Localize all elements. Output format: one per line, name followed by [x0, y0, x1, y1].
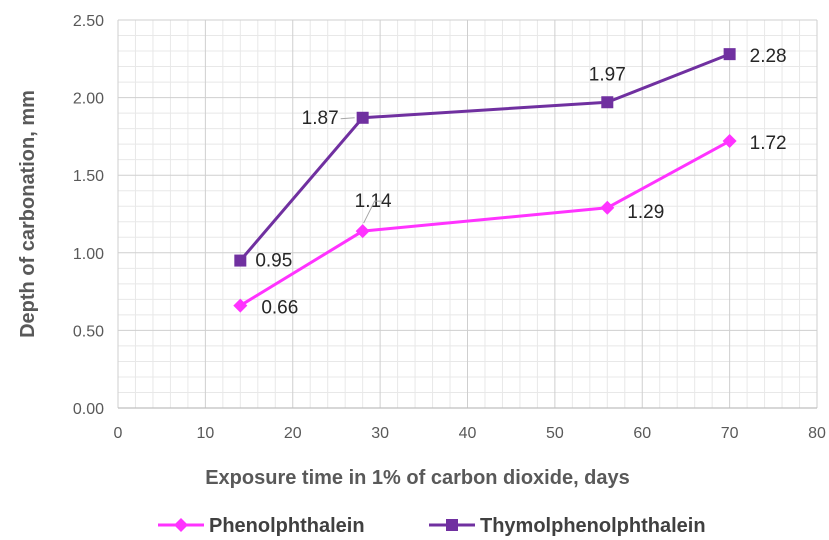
- data-label: 1.14: [355, 191, 392, 212]
- y-tick-label: 1.00: [73, 246, 104, 263]
- data-point: [722, 134, 737, 149]
- data-label: 0.66: [261, 298, 298, 319]
- x-tick-label: 60: [633, 425, 651, 442]
- y-tick-label: 0.50: [73, 323, 104, 340]
- x-tick-label: 40: [459, 425, 477, 442]
- data-label: 1.97: [589, 64, 626, 85]
- data-label: 0.95: [255, 251, 292, 272]
- legend: Phenolphthalein Thymolphenolphthalein: [158, 515, 706, 537]
- x-tick-label: 10: [196, 425, 214, 442]
- y-tick-label: 2.00: [73, 91, 104, 108]
- x-tick-label: 20: [284, 425, 302, 442]
- x-tick-label: 80: [808, 425, 826, 442]
- y-tick-label: 0.00: [73, 401, 104, 418]
- data-label: 1.87: [302, 108, 339, 129]
- data-point: [601, 96, 614, 109]
- x-tick-label: 0: [114, 425, 123, 442]
- leader-line: [340, 117, 355, 120]
- data-point: [233, 298, 248, 313]
- series-layer: [233, 48, 737, 313]
- data-point: [723, 48, 736, 61]
- y-tick-label: 1.50: [73, 168, 104, 185]
- y-axis-title: Depth of carbonation, mm: [17, 90, 39, 338]
- legend-label-phenolphthalein: Phenolphthalein: [209, 515, 365, 537]
- legend-marker-phenolphthalein: [174, 518, 188, 532]
- x-tick-label: 50: [546, 425, 564, 442]
- legend-item-thymolphenolphthalein: Thymolphenolphthalein: [429, 515, 706, 537]
- data-label: 1.72: [750, 133, 787, 154]
- data-label: 2.28: [750, 46, 787, 67]
- series-line-phenolphthalein: [239, 139, 731, 307]
- series-line-thymolphenolphthalein: [239, 52, 731, 262]
- x-tick-label: 30: [371, 425, 389, 442]
- data-point: [356, 111, 369, 124]
- x-axis-title: Exposure time in 1% of carbon dioxide, d…: [205, 467, 630, 489]
- leader-line: [363, 200, 383, 224]
- y-tick-labels: 0.00 0.50 1.00 1.50 2.00 2.50: [73, 13, 104, 418]
- data-labels: 0.66 1.14 1.29 1.72 0.95 1.87 1.97 2.28: [255, 46, 786, 318]
- legend-item-phenolphthalein: Phenolphthalein: [158, 515, 365, 537]
- y-tick-label: 2.50: [73, 13, 104, 30]
- legend-marker-thymolphenolphthalein: [446, 519, 458, 531]
- data-point: [600, 200, 615, 215]
- data-point: [234, 254, 247, 267]
- major-gridlines: [117, 19, 818, 408]
- x-tick-labels: 0 10 20 30 40 50 60 70 80: [114, 425, 826, 442]
- data-label: 1.29: [627, 202, 664, 223]
- legend-label-thymolphenolphthalein: Thymolphenolphthalein: [480, 515, 706, 537]
- data-point: [355, 224, 370, 239]
- x-tick-label: 70: [721, 425, 739, 442]
